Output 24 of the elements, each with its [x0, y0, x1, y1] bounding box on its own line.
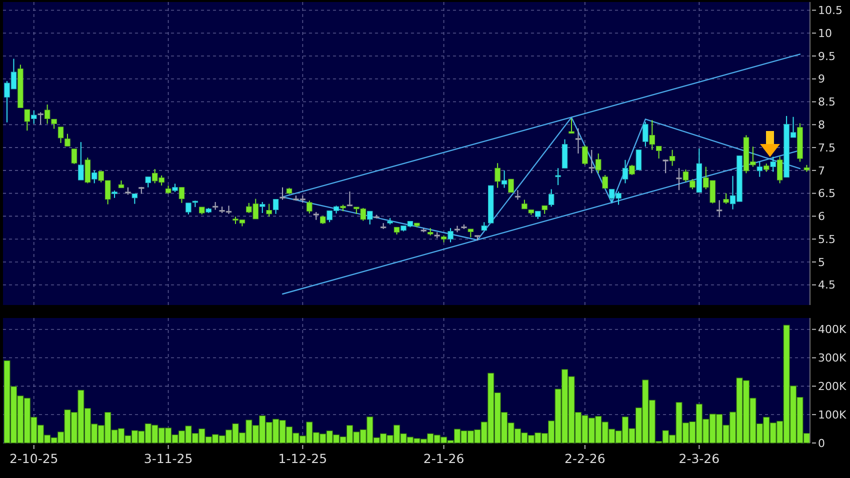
x-tick-label: 2-10-25: [9, 451, 58, 466]
y-tick-label: 6: [818, 210, 825, 224]
y-tick-label: 7: [818, 164, 825, 178]
x-tick-label: 2-1-26: [423, 451, 464, 466]
x-tick-label: 3-11-25: [144, 451, 193, 466]
y-tick-label: 200K: [818, 380, 847, 394]
y-tick-label: 6.5: [818, 187, 836, 200]
y-tick-label: 5: [818, 256, 825, 269]
y-tick-label: 4.5: [818, 278, 836, 292]
y-tick-label: 0: [818, 436, 825, 450]
y-tick-label: 9.5: [818, 50, 836, 63]
x-tick-label: 2-3-26: [678, 451, 720, 466]
y-tick-label: 400K: [818, 323, 847, 336]
y-tick-label: 10: [818, 26, 832, 40]
y-tick-label: 5.5: [818, 232, 836, 246]
y-tick-label: 8: [818, 118, 825, 132]
y-tick-label: 9: [818, 72, 825, 86]
x-tick-label: 2-2-26: [564, 451, 606, 466]
y-tick-label: 100K: [818, 408, 847, 422]
y-tick-label: 8.5: [818, 96, 836, 109]
y-tick-label: 10.5: [818, 4, 842, 18]
y-tick-label: 7.5: [818, 141, 836, 154]
x-tick-label: 1-12-25: [278, 451, 328, 466]
y-tick-label: 300K: [818, 352, 847, 365]
